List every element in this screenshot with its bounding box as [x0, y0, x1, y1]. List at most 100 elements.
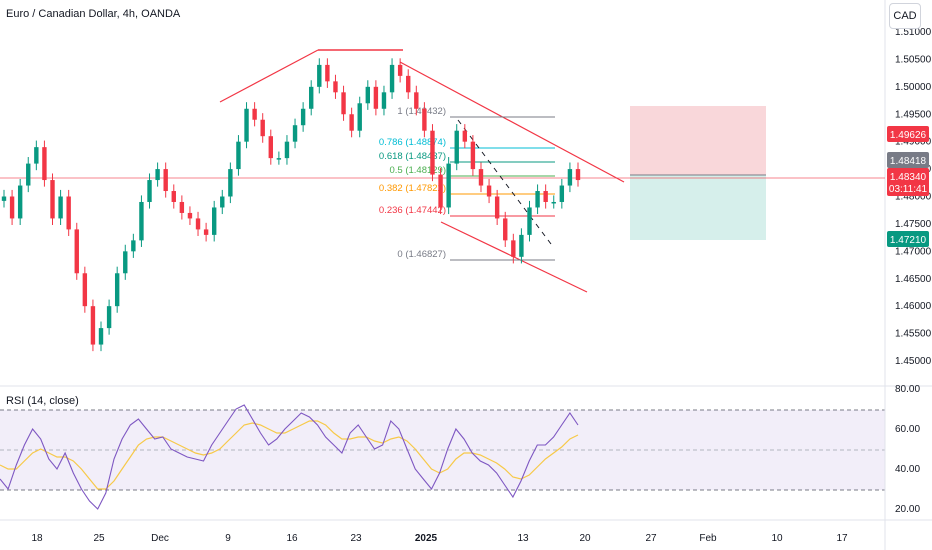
candle-body [244, 108, 249, 142]
candle-body [66, 196, 71, 230]
channel-lower-right[interactable] [440, 221, 588, 293]
candle-body [389, 64, 395, 93]
candle-body [131, 240, 136, 252]
time-tick-label: 10 [771, 533, 783, 544]
candle-body [284, 141, 290, 159]
candle-body [317, 64, 322, 87]
time-tick-label: 18 [31, 533, 43, 544]
candle-body [438, 174, 443, 208]
candle-body [42, 147, 47, 181]
time-tick-label: 2025 [415, 533, 438, 544]
candle-body [406, 75, 411, 93]
time-tick-label: Feb [699, 533, 717, 544]
rsi-axis[interactable]: 80.00 60.00 40.00 20.00 [895, 384, 920, 515]
candle-body [478, 169, 484, 186]
fib-level-label: 0.382 (1.47822) [379, 183, 446, 194]
candle-body [357, 103, 362, 131]
time-tick-label: 16 [286, 533, 298, 544]
candle-body [179, 201, 185, 213]
price-tick-label: 1.49500 [895, 109, 932, 120]
candle-body [82, 273, 88, 307]
price-tick-label: 1.46500 [895, 274, 932, 285]
price-tick-label: 1.47000 [895, 246, 932, 257]
candle-body [1, 196, 7, 201]
candle-body [527, 207, 532, 235]
stop-loss-zone[interactable] [630, 106, 766, 175]
take-profit-zone[interactable] [630, 175, 766, 240]
time-tick-label: 13 [517, 533, 529, 544]
price-tick-label: 1.51000 [895, 27, 932, 38]
candle-body [163, 169, 168, 192]
price-tick-label: 1.48000 [895, 192, 932, 203]
rsi-line [0, 404, 579, 510]
fib-level-label: 0 (1.46827) [397, 249, 446, 260]
candle-body [236, 141, 241, 170]
rsi-tick-label: 60.00 [895, 424, 920, 435]
price-tick-label: 1.50000 [895, 82, 932, 93]
candle-body [494, 196, 500, 219]
currency-button[interactable]: CAD [889, 3, 921, 29]
candle-body [341, 92, 346, 115]
candle-body [187, 212, 193, 219]
candle-body [220, 196, 225, 208]
candle-body [106, 306, 112, 329]
rsi-ma-line [0, 420, 579, 490]
candle-body [171, 191, 176, 202]
candle-body [17, 185, 23, 219]
candle-body [543, 191, 548, 202]
price-axis[interactable]: 1.510001.505001.500001.495001.490001.485… [895, 27, 932, 367]
time-tick-label: 20 [579, 533, 591, 544]
price-tick-label: 1.45000 [895, 356, 932, 367]
candle-body [503, 218, 508, 241]
candle-body [74, 229, 79, 274]
candle-body [535, 191, 540, 208]
candle-body [123, 251, 128, 274]
channel-upper-left[interactable] [219, 49, 319, 103]
candle-body [430, 130, 435, 175]
price-tag-label: 1.48418 [890, 156, 927, 167]
time-axis[interactable]: 18 25 Dec 9 16 23 2025 13 20 27 Feb 10 17 [31, 533, 848, 544]
rsi-tick-label: 40.00 [895, 464, 920, 475]
candle-body [114, 273, 120, 307]
time-tick-label: Dec [151, 533, 169, 544]
time-tick-label: 27 [645, 533, 657, 544]
price-tick-label: 1.50500 [895, 54, 932, 65]
candle-body [155, 169, 160, 181]
price-tick-label: 1.45500 [895, 329, 932, 340]
candle-body [365, 86, 371, 104]
candle-body [551, 201, 556, 204]
price-tick-label: 1.47500 [895, 219, 932, 230]
candle-body [397, 64, 403, 76]
candle-body [470, 141, 476, 170]
price-tag-label: 1.47210 [890, 235, 927, 246]
rsi-tick-label: 80.00 [895, 384, 920, 395]
candle-body [90, 306, 96, 345]
time-tick-label: 9 [225, 533, 231, 544]
candle-body [446, 163, 451, 208]
candle-body [260, 119, 265, 137]
price-series [1, 58, 581, 352]
candle-body [9, 196, 15, 219]
candle-body [98, 328, 104, 345]
candle-body [203, 229, 209, 235]
candle-body [211, 207, 217, 235]
candle-body [373, 86, 379, 109]
candle-body [50, 180, 55, 219]
price-tag [887, 231, 929, 247]
candle-body [349, 114, 354, 131]
candle-body [228, 169, 233, 197]
fib-level-label: 1 (1.49432) [397, 106, 446, 117]
candle-body [292, 125, 298, 142]
candle-body [147, 180, 152, 202]
price-tag [887, 152, 929, 168]
channel-upper-right[interactable] [399, 61, 625, 183]
fib-retracement[interactable]: 1 (1.49432) 0.786 (1.48874) 0.618 (1.48437… [379, 106, 555, 261]
fib-level-label: 0.618 (1.48437) [379, 151, 446, 162]
candle-body [559, 185, 565, 202]
candle-body [58, 196, 63, 219]
candle-body [422, 108, 427, 131]
candle-body [567, 169, 573, 186]
candle-body [309, 86, 314, 109]
